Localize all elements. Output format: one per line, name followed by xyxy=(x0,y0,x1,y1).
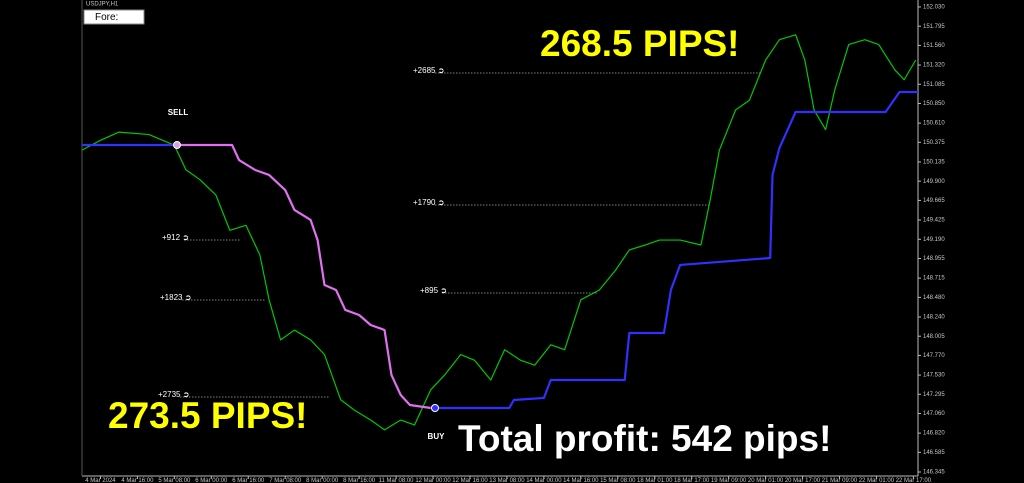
x-tick-label: 11 Mar 08:00 xyxy=(379,478,415,483)
y-tick-label: 148.480 xyxy=(923,295,945,301)
y-tick-label: 148.240 xyxy=(923,315,945,321)
annotation: +912 ➲ xyxy=(162,233,189,242)
x-tick-label: 14 Mar 16:00 xyxy=(563,478,599,483)
headline: Total profit: 542 pips! xyxy=(458,418,831,459)
buy-marker xyxy=(431,404,439,412)
x-tick-label: 22 Mar 17:00 xyxy=(896,478,932,483)
y-tick-label: 147.295 xyxy=(923,392,945,398)
x-tick-label: 8 Mar 16:00 xyxy=(343,478,376,483)
x-tick-label: 5 Mar 08:00 xyxy=(158,478,191,483)
headline: 268.5 PIPS! xyxy=(540,23,740,64)
indicator-box[interactable] xyxy=(83,9,145,25)
x-tick-label: 15 Mar 08:00 xyxy=(600,478,636,483)
y-tick-label: 146.345 xyxy=(923,470,945,476)
price-line xyxy=(81,34,917,431)
x-tick-label: 4 Mar 16:00 xyxy=(121,478,154,483)
x-tick-label: 20 Mar 17:00 xyxy=(785,478,821,483)
y-tick-label: 151.085 xyxy=(923,82,945,88)
stop-line xyxy=(430,90,918,410)
y-tick-label: 147.770 xyxy=(923,353,945,359)
y-tick-label: 149.900 xyxy=(923,179,945,185)
y-tick-label: 147.530 xyxy=(923,373,945,379)
y-tick-label: 147.060 xyxy=(923,411,945,417)
stop-line xyxy=(174,143,431,410)
x-tick-label: 12 Mar 00:00 xyxy=(415,478,451,483)
y-tick-label: 149.425 xyxy=(923,218,945,224)
x-tick-label: 13 Mar 08:00 xyxy=(489,478,525,483)
x-tick-label: 6 Mar 16:00 xyxy=(232,478,265,483)
y-tick-label: 150.375 xyxy=(923,140,945,146)
annotation: +2685 ➲ xyxy=(413,66,444,75)
x-tick-label: 18 Mar 17:00 xyxy=(674,478,710,483)
x-tick-label: 4 Mar 2024 xyxy=(85,478,116,483)
x-tick-label: 6 Mar 00:00 xyxy=(195,478,228,483)
x-tick-label: 14 Mar 00:00 xyxy=(526,478,562,483)
y-tick-label: 149.190 xyxy=(923,237,945,243)
y-tick-label: 148.005 xyxy=(923,334,945,340)
headline: 273.5 PIPS! xyxy=(108,395,308,436)
annotation: BUY xyxy=(428,432,446,441)
annotation: +1823 ➲ xyxy=(160,293,191,302)
annotation: +2735 ➲ xyxy=(158,390,189,399)
indicator-label: Fore: xyxy=(95,12,118,23)
x-tick-label: 8 Mar 00:00 xyxy=(306,478,339,483)
x-tick-label: 19 Mar 09:00 xyxy=(711,478,747,483)
annotation: +1790 ➲ xyxy=(413,198,444,207)
y-tick-label: 146.820 xyxy=(923,431,945,437)
chart-title: USDJPY,H1 xyxy=(86,2,119,8)
y-tick-label: 151.320 xyxy=(923,63,945,69)
x-tick-label: 22 Mar 01:00 xyxy=(859,478,895,483)
y-tick-label: 152.030 xyxy=(923,5,945,11)
annotation: +895 ➲ xyxy=(420,286,447,295)
x-tick-label: 7 Mar 08:00 xyxy=(269,478,302,483)
x-tick-label: 12 Mar 16:00 xyxy=(452,478,488,483)
x-tick-label: 21 Mar 09:00 xyxy=(822,478,858,483)
y-tick-label: 148.955 xyxy=(923,256,945,262)
y-tick-label: 148.715 xyxy=(923,276,945,282)
y-tick-label: 150.850 xyxy=(923,101,945,107)
sell-marker xyxy=(173,141,181,149)
y-tick-label: 149.665 xyxy=(923,198,945,204)
x-tick-label: 20 Mar 01:00 xyxy=(748,478,784,483)
x-tick-label: 18 Mar 01:00 xyxy=(637,478,673,483)
annotation: SELL xyxy=(168,108,189,117)
y-tick-label: 150.610 xyxy=(923,121,945,127)
y-tick-label: 146.585 xyxy=(923,450,945,456)
y-tick-label: 151.795 xyxy=(923,24,945,30)
y-tick-label: 150.135 xyxy=(923,160,945,166)
y-tick-label: 151.560 xyxy=(923,43,945,49)
